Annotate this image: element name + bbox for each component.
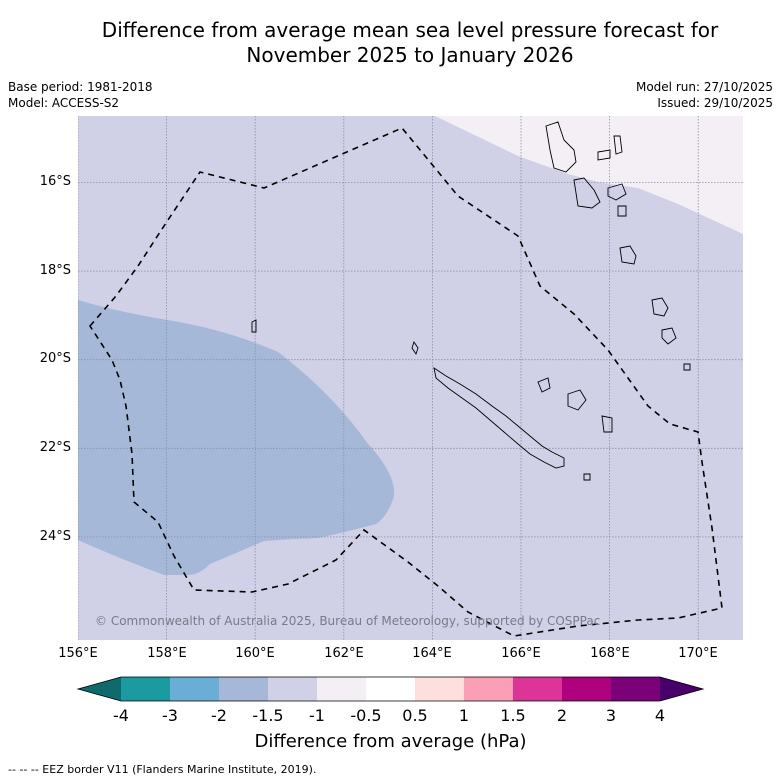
- colorbar-segment-0: [78, 677, 121, 701]
- title-line-2: November 2025 to January 2026: [246, 43, 574, 67]
- coastlines: [251, 121, 691, 481]
- colorbar-segment-1: [121, 677, 170, 701]
- colorbar-segment-12: [660, 677, 703, 701]
- lat-label-20s: 20°S: [39, 351, 71, 366]
- colorbar-outline: [76, 676, 705, 702]
- colorbar-tick-label: -4: [113, 706, 129, 725]
- efate-coast: [619, 245, 637, 265]
- colorbar-tick-label: 1: [458, 706, 470, 725]
- colorbar-tick-label: 2: [556, 706, 568, 725]
- colorbar-tick-label: -1: [309, 706, 325, 725]
- colorbar-tick-label: 3: [605, 706, 617, 725]
- colorbar-tick-label: 1.5: [500, 706, 526, 725]
- colorbar-tick-label: 4: [654, 706, 666, 725]
- ambrym-coast: [607, 183, 627, 201]
- ouvea-coast: [537, 377, 551, 393]
- mare-coast: [601, 415, 613, 433]
- erromango-coast: [651, 297, 669, 317]
- belep-islands-coast: [411, 340, 419, 356]
- issued-date: Issued: 29/10/2025: [657, 96, 773, 110]
- model-name: Model: ACCESS-S2: [8, 96, 120, 110]
- aneityum-coast: [683, 363, 691, 371]
- lat-label-18s: 18°S: [39, 263, 71, 278]
- colorbar-segment-9: [513, 677, 562, 701]
- lat-label-16s: 16°S: [39, 174, 71, 189]
- colorbar-segment-8: [464, 677, 513, 701]
- chart-title: Difference from average mean sea level p…: [40, 18, 780, 68]
- colorbar-tick-label: -3: [162, 706, 178, 725]
- model-run: Model run: 27/10/2025: [635, 80, 773, 94]
- colorbar-segment-4: [268, 677, 317, 701]
- colorbar-tick-label: 0.5: [402, 706, 428, 725]
- meta-right: Model run: 27/10/2025 Issued: 29/10/2025: [636, 79, 773, 111]
- map-panel[interactable]: [78, 116, 743, 640]
- lon-label-168e: 168°E: [590, 646, 630, 661]
- lon-label-160e: 160°E: [235, 646, 275, 661]
- malo-coast: [597, 149, 611, 161]
- anomaly-fill-neg1-to-neg0.5: [435, 116, 743, 234]
- tanna-coast: [661, 327, 677, 345]
- colorbar-segment-11: [611, 677, 660, 701]
- lat-label-24s: 24°S: [39, 529, 71, 544]
- colorbar: [76, 676, 705, 702]
- colorbar-title: Difference from average (hPa): [254, 731, 527, 752]
- epi-coast: [617, 205, 627, 217]
- base-period: Base period: 1981-2018: [8, 80, 153, 94]
- colorbar-segment-2: [170, 677, 219, 701]
- eez-footnote: -- -- -- EEZ border V11 (Flanders Marine…: [8, 763, 317, 776]
- title-line-1: Difference from average mean sea level p…: [101, 18, 719, 42]
- colorbar-segment-6: [366, 677, 415, 701]
- lon-label-170e: 170°E: [678, 646, 718, 661]
- map-svg: [78, 116, 743, 640]
- colorbar-tick-label: -0.5: [350, 706, 382, 725]
- lon-label-164e: 164°E: [412, 646, 452, 661]
- lon-label-156e: 156°E: [58, 646, 98, 661]
- malekula-coast: [573, 177, 601, 209]
- maewo-coast: [613, 135, 623, 155]
- graticule: [78, 116, 743, 640]
- espiritu-santo-coast: [545, 121, 577, 173]
- eez-border: [89, 127, 723, 637]
- lat-label-22s: 22°S: [39, 440, 71, 455]
- copyright-text: © Commonwealth of Australia 2025, Bureau…: [95, 614, 601, 628]
- lon-label-166e: 166°E: [501, 646, 541, 661]
- colorbar-tick-label: -2: [211, 706, 227, 725]
- colorbar-segment-10: [562, 677, 611, 701]
- colorbar-segment-3: [219, 677, 268, 701]
- lifou-coast: [567, 389, 587, 411]
- anomaly-fill-neg2-to-neg1.5: [78, 300, 395, 575]
- new-caledonia-coast: [433, 367, 565, 469]
- colorbar-tick-label: -1.5: [252, 706, 284, 725]
- chesterfield-islands-coast: [251, 319, 257, 333]
- colorbar-segment-7: [415, 677, 464, 701]
- isle-of-pines-coast: [583, 473, 591, 481]
- lon-label-162e: 162°E: [324, 646, 364, 661]
- colorbar-segment-5: [317, 677, 366, 701]
- lon-label-158e: 158°E: [147, 646, 187, 661]
- meta-left: Base period: 1981-2018 Model: ACCESS-S2: [8, 79, 153, 111]
